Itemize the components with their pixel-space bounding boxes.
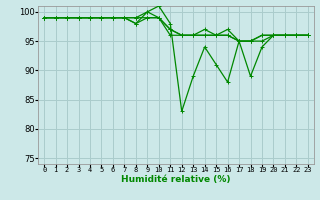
- X-axis label: Humidité relative (%): Humidité relative (%): [121, 175, 231, 184]
